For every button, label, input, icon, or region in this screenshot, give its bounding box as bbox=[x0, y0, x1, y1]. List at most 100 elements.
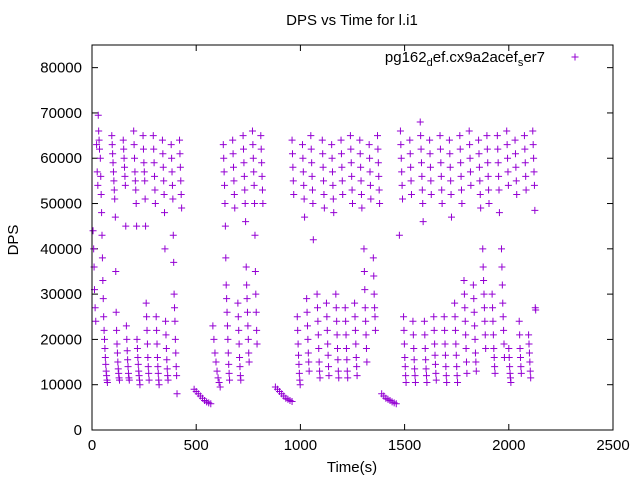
data-point bbox=[422, 372, 430, 380]
data-point bbox=[371, 304, 379, 312]
data-point bbox=[342, 344, 350, 352]
data-point bbox=[489, 317, 497, 325]
data-point bbox=[257, 132, 265, 140]
data-point bbox=[96, 154, 104, 162]
data-point bbox=[295, 369, 303, 377]
data-point bbox=[410, 356, 418, 364]
data-point bbox=[143, 326, 151, 334]
data-point bbox=[489, 304, 497, 312]
data-point bbox=[332, 290, 340, 298]
data-point bbox=[363, 358, 371, 366]
data-point bbox=[516, 331, 524, 339]
data-point bbox=[90, 245, 98, 253]
data-point bbox=[498, 245, 506, 253]
data-point bbox=[447, 177, 455, 185]
data-point bbox=[328, 168, 336, 176]
data-point bbox=[173, 390, 181, 398]
data-point bbox=[504, 181, 512, 189]
data-point bbox=[295, 351, 303, 359]
data-point bbox=[141, 177, 149, 185]
data-point bbox=[303, 295, 311, 303]
data-point bbox=[294, 326, 302, 334]
data-point bbox=[357, 190, 365, 198]
data-point bbox=[483, 145, 491, 153]
data-point bbox=[480, 304, 488, 312]
data-point bbox=[319, 150, 327, 158]
data-point bbox=[130, 141, 138, 149]
plot-frame bbox=[91, 44, 614, 431]
data-point bbox=[418, 186, 426, 194]
data-point bbox=[457, 159, 465, 167]
data-point bbox=[111, 213, 119, 221]
data-point bbox=[416, 118, 424, 126]
data-point bbox=[154, 369, 162, 377]
data-point bbox=[479, 263, 487, 271]
data-point bbox=[151, 172, 159, 180]
data-point bbox=[240, 159, 248, 167]
y-tick-label: 40000 bbox=[40, 241, 82, 258]
data-point bbox=[219, 141, 227, 149]
data-point bbox=[101, 335, 109, 343]
data-point bbox=[209, 322, 217, 330]
data-point bbox=[124, 363, 132, 371]
data-point bbox=[322, 299, 330, 307]
data-point bbox=[407, 163, 415, 171]
data-point bbox=[504, 168, 512, 176]
data-point bbox=[525, 340, 533, 348]
data-point bbox=[93, 168, 101, 176]
data-point bbox=[466, 154, 474, 162]
data-point bbox=[426, 136, 434, 144]
data-point bbox=[503, 141, 511, 149]
data-point bbox=[475, 136, 483, 144]
data-point bbox=[517, 363, 525, 371]
data-point bbox=[466, 168, 474, 176]
data-point bbox=[108, 132, 116, 140]
data-point bbox=[430, 326, 438, 334]
data-point bbox=[93, 141, 101, 149]
data-point bbox=[349, 200, 356, 208]
data-point bbox=[476, 190, 484, 198]
data-point bbox=[134, 354, 142, 362]
data-point bbox=[442, 372, 450, 380]
data-point bbox=[520, 132, 528, 140]
data-point bbox=[226, 376, 234, 384]
data-point bbox=[293, 313, 301, 321]
data-point bbox=[347, 145, 355, 153]
data-point bbox=[250, 181, 258, 189]
data-point bbox=[251, 267, 259, 275]
data-point bbox=[447, 213, 455, 221]
data-point bbox=[251, 200, 259, 208]
data-point bbox=[122, 222, 130, 230]
data-point bbox=[241, 200, 249, 208]
data-point bbox=[224, 335, 232, 343]
data-point bbox=[400, 340, 408, 348]
data-point bbox=[447, 190, 455, 198]
data-point bbox=[214, 374, 222, 382]
data-point bbox=[417, 132, 425, 140]
data-point bbox=[401, 354, 409, 362]
data-point bbox=[493, 132, 501, 140]
data-point bbox=[234, 299, 242, 307]
data-point bbox=[109, 150, 117, 158]
data-point bbox=[358, 204, 366, 212]
data-point bbox=[437, 159, 445, 167]
data-point bbox=[245, 349, 253, 357]
data-point bbox=[241, 186, 249, 194]
data-point bbox=[155, 381, 163, 389]
data-point bbox=[314, 317, 322, 325]
data-point bbox=[95, 136, 103, 144]
data-point bbox=[490, 354, 498, 362]
data-point bbox=[451, 299, 459, 307]
data-point bbox=[89, 227, 97, 235]
data-point bbox=[299, 154, 307, 162]
data-point bbox=[173, 372, 181, 380]
data-point bbox=[446, 150, 454, 158]
data-point bbox=[249, 154, 257, 162]
data-point bbox=[97, 172, 105, 180]
data-point bbox=[237, 376, 245, 384]
data-point bbox=[94, 111, 102, 119]
data-point bbox=[288, 136, 296, 144]
data-point bbox=[469, 281, 477, 289]
data-point bbox=[337, 150, 345, 158]
